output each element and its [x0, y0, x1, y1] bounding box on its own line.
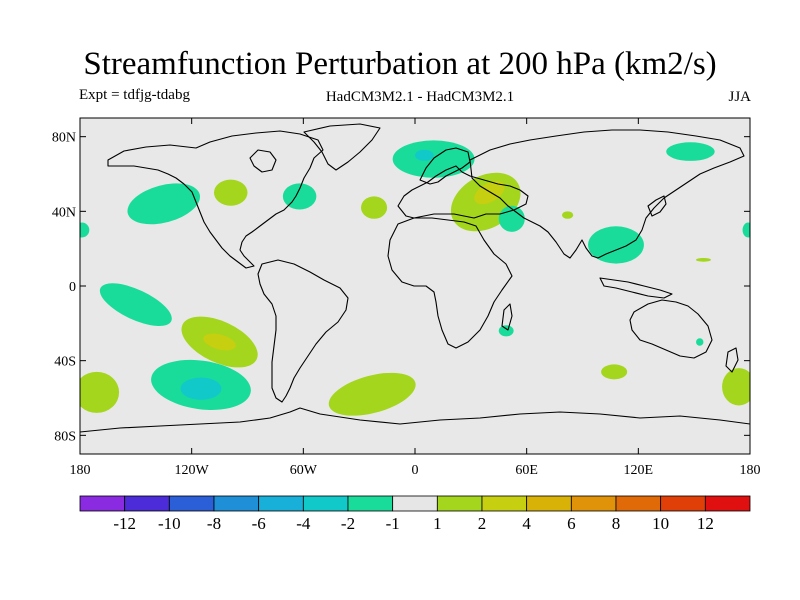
- legend-swatch: [660, 495, 706, 512]
- legend-label: 2: [478, 514, 487, 533]
- legend-label: 4: [522, 514, 531, 533]
- legend-label: 10: [652, 514, 669, 533]
- anomaly-south-pacific-pos-core: [203, 333, 236, 351]
- coastline-layer: [80, 123, 750, 433]
- anomaly-southern-ocean-neg-core: [180, 377, 222, 400]
- anomaly-philippines-pos: [696, 258, 711, 262]
- coast-hudson-bay: [249, 149, 277, 173]
- coast-japan: [647, 195, 667, 217]
- anomaly-caspian-neg: [498, 205, 525, 232]
- x-tick-label: 0: [412, 463, 419, 478]
- anomaly-pacific-north-neg: [127, 183, 201, 225]
- legend-label: -6: [252, 514, 266, 533]
- anomaly-layer: [80, 140, 750, 416]
- anomaly-south-atlantic-pos: [328, 372, 416, 416]
- coast-asia: [469, 129, 745, 259]
- legend-swatch: [392, 495, 438, 512]
- coast-north-america: [107, 130, 324, 269]
- anomaly-scandinavia-neg-core: [415, 149, 434, 161]
- anomaly-canada-pos: [214, 179, 248, 206]
- legend-swatch: [481, 495, 528, 512]
- y-tick-label: 80S: [54, 429, 76, 444]
- legend-label: -12: [113, 514, 136, 533]
- legend-label: -8: [207, 514, 221, 533]
- coast-australia: [629, 299, 713, 359]
- legend-swatch: [79, 495, 126, 512]
- season-label: JJA: [728, 89, 751, 105]
- legend-swatch: [168, 495, 215, 512]
- legend-swatch: [570, 495, 617, 512]
- coast-new-zealand: [725, 347, 739, 373]
- coast-europe: [397, 165, 529, 219]
- coast-indonesia: [599, 277, 673, 299]
- legend-swatch: [526, 495, 572, 512]
- y-tick-label: 40N: [52, 205, 76, 220]
- chart-title: Streamfunction Perturbation at 200 hPa (…: [83, 46, 717, 82]
- legend-label: -1: [386, 514, 400, 533]
- coast-madagascar: [501, 303, 513, 331]
- legend-swatch: [436, 495, 483, 512]
- coast-south-america: [257, 259, 349, 403]
- anomaly-south-africa-neg: [498, 325, 514, 337]
- legend-swatch: [258, 495, 304, 512]
- anomaly-siberia-neg: [666, 142, 715, 161]
- model-label: HadCM3M2.1 - HadCM3M2.1: [325, 89, 515, 105]
- y-tick-label: 0: [69, 280, 76, 295]
- x-tick-label: 120E: [624, 463, 654, 478]
- anomaly-far-south-pacific-pos: [80, 371, 120, 413]
- experiment-label: Expt = tdfjg-tdabg: [79, 87, 190, 103]
- coast-greenland: [303, 123, 381, 171]
- coast-africa: [387, 217, 513, 349]
- legend-swatch: [615, 495, 662, 512]
- legend-swatch: [213, 495, 260, 512]
- legend-label: 12: [697, 514, 714, 533]
- legend-label: -2: [341, 514, 355, 533]
- legend-label: 8: [612, 514, 621, 533]
- anomaly-south-east-pos: [722, 368, 750, 406]
- x-tick-label: 60W: [290, 463, 318, 478]
- anomaly-indochina-neg: [588, 226, 644, 264]
- legend-swatch: [704, 495, 751, 512]
- x-tick-label: 60E: [515, 463, 538, 478]
- x-tick-label: 180: [70, 463, 91, 478]
- color-legend: -12 -10 -8 -6 -4 -2 -1 1 2 4 6 8 10 12: [79, 495, 751, 533]
- y-tick-label: 80N: [52, 131, 76, 146]
- anomaly-himalaya-pos: [562, 211, 574, 219]
- anomaly-indian-ocean-pos: [601, 364, 628, 380]
- anomaly-hawaii-neg-west: [80, 222, 90, 238]
- anomaly-australia-neg: [696, 338, 704, 346]
- legend-swatch: [347, 495, 394, 512]
- x-tick-label: 180: [740, 463, 761, 478]
- legend-label: -4: [296, 514, 311, 533]
- coast-antarctica: [80, 407, 750, 433]
- axis-ticks: 80N 40N 0 40S 80S 180 120W 60W 0 60E 120E 180: [52, 118, 761, 478]
- legend-label: 1: [433, 514, 442, 533]
- anomaly-hawaii-neg-east: [742, 222, 750, 238]
- x-tick-label: 120W: [175, 463, 210, 478]
- anomaly-azores-pos: [361, 196, 388, 219]
- legend-swatch: [124, 495, 170, 512]
- y-tick-label: 40S: [54, 355, 76, 370]
- legend-label: -10: [158, 514, 181, 533]
- anomaly-tropical-pacific-neg: [99, 283, 172, 327]
- legend-label: 6: [567, 514, 576, 533]
- legend-swatch: [302, 495, 349, 512]
